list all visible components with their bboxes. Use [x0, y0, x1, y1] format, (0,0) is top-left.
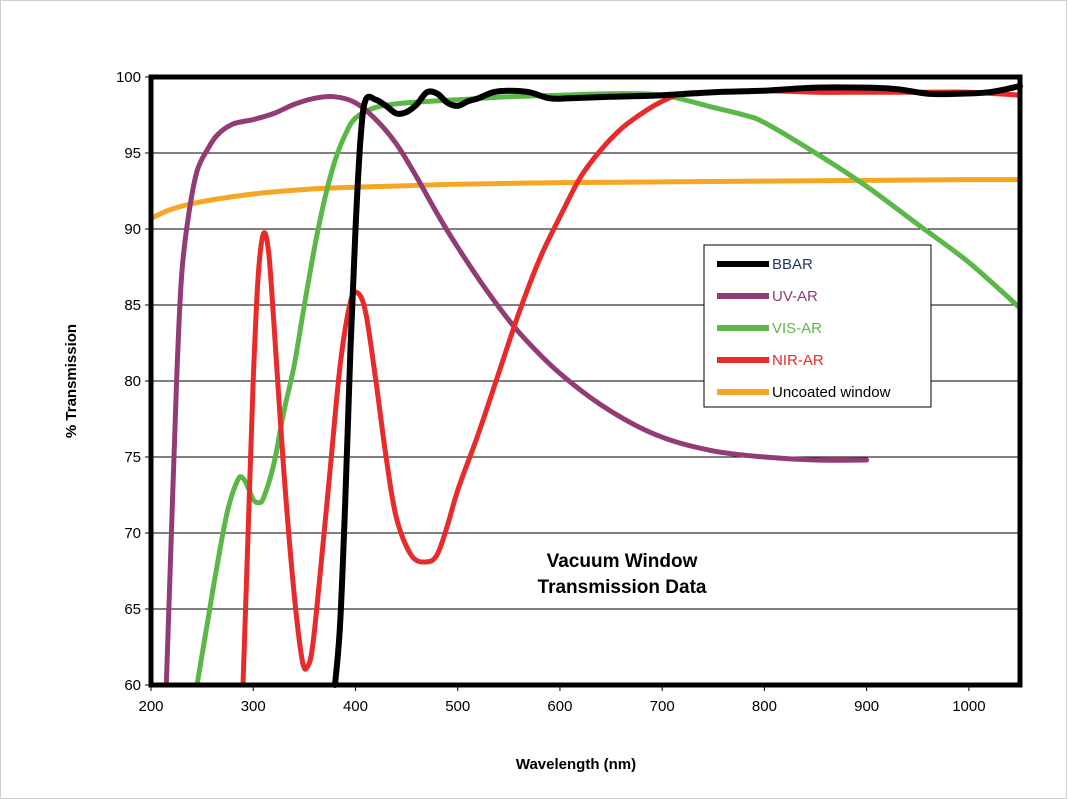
- series-layer: [148, 83, 1023, 688]
- annotation-line-1: Vacuum Window: [547, 551, 698, 572]
- series-line-bbar: [332, 83, 1023, 688]
- x-tick-label: 800: [752, 698, 777, 715]
- series-line-nir-ar: [240, 88, 1023, 688]
- y-tick-label: 75: [124, 449, 141, 466]
- legend-label: BBAR: [772, 256, 813, 273]
- x-tick-label: 300: [241, 698, 266, 715]
- series-line-vis-ar: [194, 91, 1023, 688]
- series-line-uncoated-window: [148, 177, 1023, 221]
- annotation-line-2: Transmission Data: [538, 577, 707, 598]
- legend-label: VIS-AR: [772, 320, 822, 337]
- legend-entries: BBAR UV-AR VIS-AR NIR-AR Uncoated window: [717, 256, 891, 401]
- y-tick-label: 70: [124, 525, 141, 542]
- x-tick-label: 700: [650, 698, 675, 715]
- y-tick-label: 65: [124, 601, 141, 618]
- x-tick-label: 500: [445, 698, 470, 715]
- y-tick-label: 90: [124, 221, 141, 238]
- legend-label: NIR-AR: [772, 352, 824, 369]
- legend-label: UV-AR: [772, 288, 818, 305]
- x-axis-ticks: 200 300 400 500 600 700 800 900 1000: [138, 685, 986, 715]
- y-axis-title: % Transmission: [63, 324, 80, 438]
- legend: BBAR UV-AR VIS-AR NIR-AR Uncoated window: [703, 244, 932, 408]
- x-tick-label: 900: [854, 698, 879, 715]
- x-tick-label: 600: [547, 698, 572, 715]
- y-tick-label: 95: [124, 145, 141, 162]
- legend-label: Uncoated window: [772, 384, 891, 401]
- y-tick-label: 85: [124, 297, 141, 314]
- y-tick-label: 80: [124, 373, 141, 390]
- x-axis-title: Wavelength (nm): [516, 756, 636, 773]
- series-line-uv-ar: [163, 94, 870, 688]
- y-tick-label: 100: [116, 69, 141, 86]
- x-tick-label: 400: [343, 698, 368, 715]
- x-tick-label: 200: [138, 698, 163, 715]
- y-tick-label: 60: [124, 677, 141, 694]
- y-axis-ticks: 60 65 70 75 80 85 90 95 100: [116, 69, 151, 694]
- x-tick-label: 1000: [952, 698, 985, 715]
